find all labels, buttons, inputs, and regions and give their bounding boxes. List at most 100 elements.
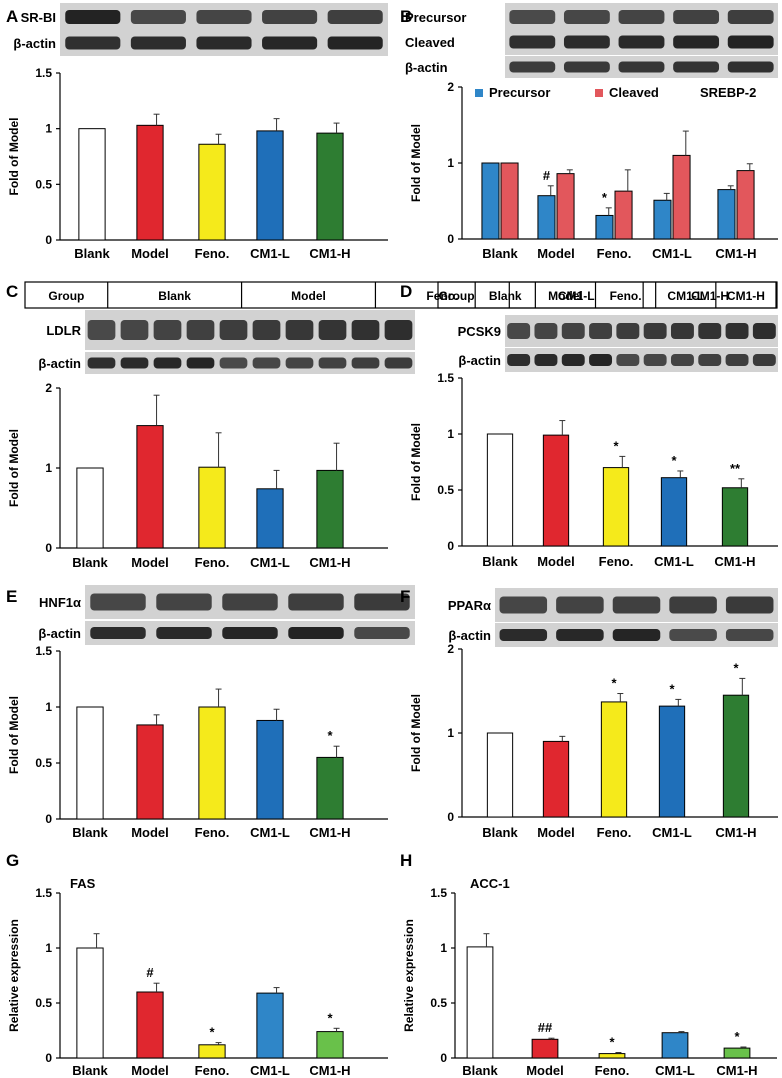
chart: 0 1 2 Fold of Model Blank Model Feno. * CM1-L * CM… bbox=[409, 642, 778, 840]
blot-label: PPARα bbox=[448, 598, 491, 613]
group-header-cm1-l: CM1-L bbox=[667, 289, 704, 303]
y-tick-label: 2 bbox=[447, 642, 454, 656]
bar-blank bbox=[486, 433, 514, 547]
blot-band bbox=[673, 35, 720, 49]
blot-band bbox=[698, 354, 722, 366]
category-label-cm1-l: CM1-L bbox=[655, 1063, 695, 1078]
bar-model bbox=[542, 434, 570, 547]
panel-d: D Group Blank Model Feno. CM1-L CM1-HPCSK9β-ac… bbox=[400, 281, 778, 569]
blot-band bbox=[618, 10, 665, 24]
group-header-cm1-h: CM1-H bbox=[727, 289, 765, 303]
blot-pcsk9: PCSK9 bbox=[458, 315, 778, 347]
group-header-label: Group bbox=[48, 289, 84, 303]
bar-model bbox=[136, 724, 164, 820]
chart: 0 0.5 1 1.5 Relative expression FAS Blank Model… bbox=[7, 876, 388, 1078]
significance-mark: * bbox=[671, 453, 677, 468]
bar-model bbox=[136, 124, 164, 241]
significance-mark: * bbox=[734, 1029, 740, 1044]
category-label-feno: Feno. bbox=[599, 554, 634, 569]
chart: 0 0.5 1 1.5 Fold of Model Blank Model Feno. CM1-… bbox=[7, 644, 388, 840]
blot-label: β-actin bbox=[458, 353, 501, 368]
legend-swatch bbox=[475, 89, 483, 97]
bar-model-cleaved bbox=[556, 173, 575, 240]
category-label-cm1-l: CM1-L bbox=[652, 825, 692, 840]
blot-band bbox=[222, 593, 278, 611]
blot-band bbox=[669, 629, 717, 641]
blot-band bbox=[499, 596, 548, 614]
y-axis-title: Fold of Model bbox=[409, 694, 423, 772]
category-label-cm1-l: CM1-L bbox=[250, 246, 290, 261]
y-tick-label: 0.5 bbox=[430, 996, 447, 1010]
blot-band bbox=[186, 320, 215, 340]
bar-cm1-h bbox=[316, 469, 344, 549]
blot-band bbox=[120, 357, 149, 369]
chart: 0 0.5 1 1.5 Relative expression ACC-1 Blank Mod… bbox=[402, 876, 777, 1078]
blot-band bbox=[556, 596, 604, 614]
bar-feno bbox=[198, 143, 226, 241]
blot-band bbox=[698, 323, 722, 339]
significance-mark: ** bbox=[730, 461, 741, 476]
category-label-cm1-l: CM1-L bbox=[250, 825, 290, 840]
blot-sr-bi: SR-BI bbox=[21, 3, 388, 31]
y-axis-title: Fold of Model bbox=[409, 124, 423, 202]
category-label-blank: Blank bbox=[72, 555, 108, 570]
category-label-cm1-h: CM1-H bbox=[716, 1063, 757, 1078]
bar-model bbox=[531, 1038, 559, 1059]
blot-label: Cleaved bbox=[405, 35, 455, 50]
blot-band bbox=[499, 629, 548, 641]
bar-cm1-l bbox=[256, 130, 284, 241]
blot-band bbox=[643, 323, 667, 339]
legend-item-precursor: Precursor bbox=[489, 85, 550, 100]
bar-feno bbox=[198, 706, 226, 820]
bar-cm1-h bbox=[721, 487, 749, 547]
category-label-cm1-h: CM1-H bbox=[715, 825, 756, 840]
blot-band bbox=[288, 593, 344, 611]
y-tick-label: 0 bbox=[45, 541, 52, 555]
chart: 0 0.5 1 1.5 Fold of Model Blank Model Feno. * CM1… bbox=[409, 371, 778, 569]
y-tick-label: 0.5 bbox=[437, 483, 454, 497]
y-tick-label: 1.5 bbox=[437, 371, 454, 385]
bar-blank bbox=[76, 467, 104, 549]
category-label-feno: Feno. bbox=[597, 246, 632, 261]
y-tick-label: 1 bbox=[45, 941, 52, 955]
category-label-model: Model bbox=[131, 246, 169, 261]
category-label-blank: Blank bbox=[482, 825, 518, 840]
category-label-cm1-l: CM1-L bbox=[652, 246, 692, 261]
significance-mark: ## bbox=[538, 1020, 553, 1035]
blot-band bbox=[87, 357, 116, 369]
category-label-feno: Feno. bbox=[195, 1063, 230, 1078]
blot-band bbox=[65, 10, 121, 24]
blot-band bbox=[673, 10, 720, 24]
y-tick-label: 1.5 bbox=[430, 886, 447, 900]
blot-precursor: Precursor bbox=[405, 3, 778, 31]
group-header-feno: Feno. bbox=[426, 289, 458, 303]
bar-cm1-l bbox=[661, 1032, 689, 1059]
blot-band bbox=[285, 357, 314, 369]
group-header-cm1-l: CM1-L bbox=[558, 289, 595, 303]
blot-band bbox=[616, 354, 640, 366]
y-axis-title: Fold of Model bbox=[409, 423, 423, 501]
blot-label: β-actin bbox=[38, 626, 81, 641]
blot-band bbox=[351, 357, 380, 369]
bar-cm1-h bbox=[722, 694, 750, 818]
blot-band bbox=[318, 357, 347, 369]
category-label-feno: Feno. bbox=[595, 1063, 630, 1078]
panel-letter: D bbox=[400, 282, 412, 301]
y-axis-title: Fold of Model bbox=[7, 696, 21, 774]
blot-label: β-actin bbox=[13, 36, 56, 51]
category-label-feno: Feno. bbox=[195, 246, 230, 261]
group-header-cm1-h: CM1-H bbox=[691, 289, 729, 303]
y-tick-label: 2 bbox=[45, 381, 52, 395]
blot-band bbox=[90, 627, 146, 639]
blot-band bbox=[563, 61, 610, 73]
blot-band bbox=[507, 323, 531, 339]
blot-band bbox=[262, 36, 318, 50]
blot-actin: β-actin bbox=[38, 621, 415, 645]
significance-mark: * bbox=[327, 728, 333, 743]
blot-band bbox=[219, 320, 248, 340]
y-axis-title: Fold of Model bbox=[7, 118, 21, 196]
legend-item-cleaved: Cleaved bbox=[609, 85, 659, 100]
bar-cm1-h bbox=[316, 132, 344, 241]
bar-cm1-h bbox=[316, 756, 344, 820]
